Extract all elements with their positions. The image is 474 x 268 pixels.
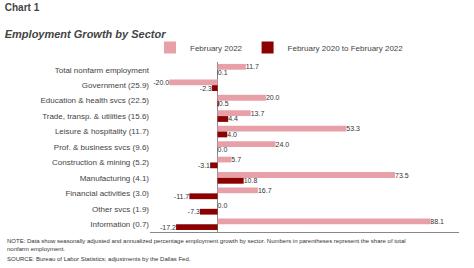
svg-text:10.8: 10.8 [244, 177, 258, 184]
svg-text:0.5: 0.5 [219, 100, 229, 107]
svg-text:4.0: 4.0 [227, 131, 237, 138]
svg-text:Government (25.9): Government (25.9) [82, 81, 149, 90]
svg-text:Leisure & hospitality (11.7): Leisure & hospitality (11.7) [55, 127, 149, 136]
svg-text:-17.2: -17.2 [160, 224, 176, 231]
svg-text:-7.3: -7.3 [188, 208, 200, 215]
svg-text:13.7: 13.7 [251, 110, 265, 117]
svg-text:53.3: 53.3 [346, 125, 360, 132]
svg-text:-3.1: -3.1 [198, 162, 210, 169]
svg-text:Other svcs (1.9): Other svcs (1.9) [92, 205, 149, 214]
svg-text:16.7: 16.7 [258, 187, 272, 194]
svg-text:73.5: 73.5 [395, 172, 409, 179]
svg-text:0.1: 0.1 [218, 69, 228, 76]
svg-text:11.7: 11.7 [246, 63, 259, 70]
svg-text:Construction & mining (5.2): Construction & mining (5.2) [52, 158, 149, 167]
svg-text:-11.7: -11.7 [174, 193, 190, 200]
svg-text:Education & health svcs (22.5): Education & health svcs (22.5) [40, 96, 149, 105]
svg-text:5.7: 5.7 [231, 156, 241, 163]
svg-text:Total nonfarm employment: Total nonfarm employment [55, 66, 150, 75]
svg-text:SOURCE: Bureau of Labor Statis: SOURCE: Bureau of Labor Statistics; adju… [7, 256, 191, 262]
svg-text:Financial activities (3.0): Financial activities (3.0) [65, 189, 149, 198]
svg-text:-20.0: -20.0 [153, 79, 169, 86]
svg-text:4.4: 4.4 [228, 115, 238, 122]
svg-text:24.0: 24.0 [276, 141, 290, 148]
svg-text:Prof. & business svcs (9.6): Prof. & business svcs (9.6) [54, 143, 149, 152]
svg-text:February 2022: February 2022 [190, 44, 243, 53]
svg-text:0.0: 0.0 [218, 146, 228, 153]
svg-text:Information (0.7): Information (0.7) [90, 220, 149, 229]
svg-text:Employment Growth by Sector: Employment Growth by Sector [5, 28, 166, 40]
svg-text:February 2020 to February 2022: February 2020 to February 2022 [288, 44, 404, 53]
svg-text:20.0: 20.0 [266, 94, 280, 101]
svg-text:88.1: 88.1 [430, 218, 444, 225]
svg-text:Manufacturing (4.1): Manufacturing (4.1) [80, 174, 150, 183]
svg-text:NOTE: Data show seasonally adj: NOTE: Data show seasonally adjusted and … [7, 238, 406, 252]
svg-text:0.0: 0.0 [218, 202, 228, 209]
svg-text:-2.3: -2.3 [200, 85, 212, 92]
svg-text:Trade, transp. & utilities (15: Trade, transp. & utilities (15.6) [42, 112, 149, 121]
svg-text:Chart 1: Chart 1 [5, 2, 40, 13]
